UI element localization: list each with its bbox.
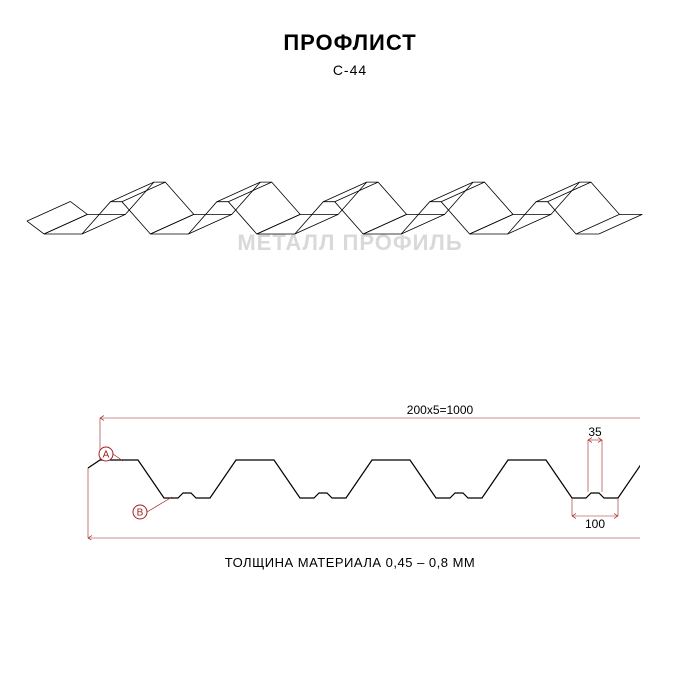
cross-section-svg: 200x5=100035100104744AB [60, 350, 640, 540]
page-subtitle: С-44 [0, 62, 700, 78]
svg-text:200x5=1000: 200x5=1000 [407, 403, 474, 417]
cross-section: 200x5=100035100104744AB [60, 350, 640, 545]
svg-text:1047: 1047 [426, 539, 453, 540]
svg-text:100: 100 [585, 517, 605, 531]
page-title: ПРОФЛИСТ [0, 30, 700, 56]
svg-text:A: A [103, 450, 110, 461]
svg-text:B: B [137, 508, 144, 519]
svg-text:35: 35 [588, 425, 602, 439]
isometric-svg [20, 130, 680, 270]
isometric-view [20, 130, 680, 275]
material-thickness: ТОЛЩИНА МАТЕРИАЛА 0,45 – 0,8 ММ [0, 555, 700, 570]
